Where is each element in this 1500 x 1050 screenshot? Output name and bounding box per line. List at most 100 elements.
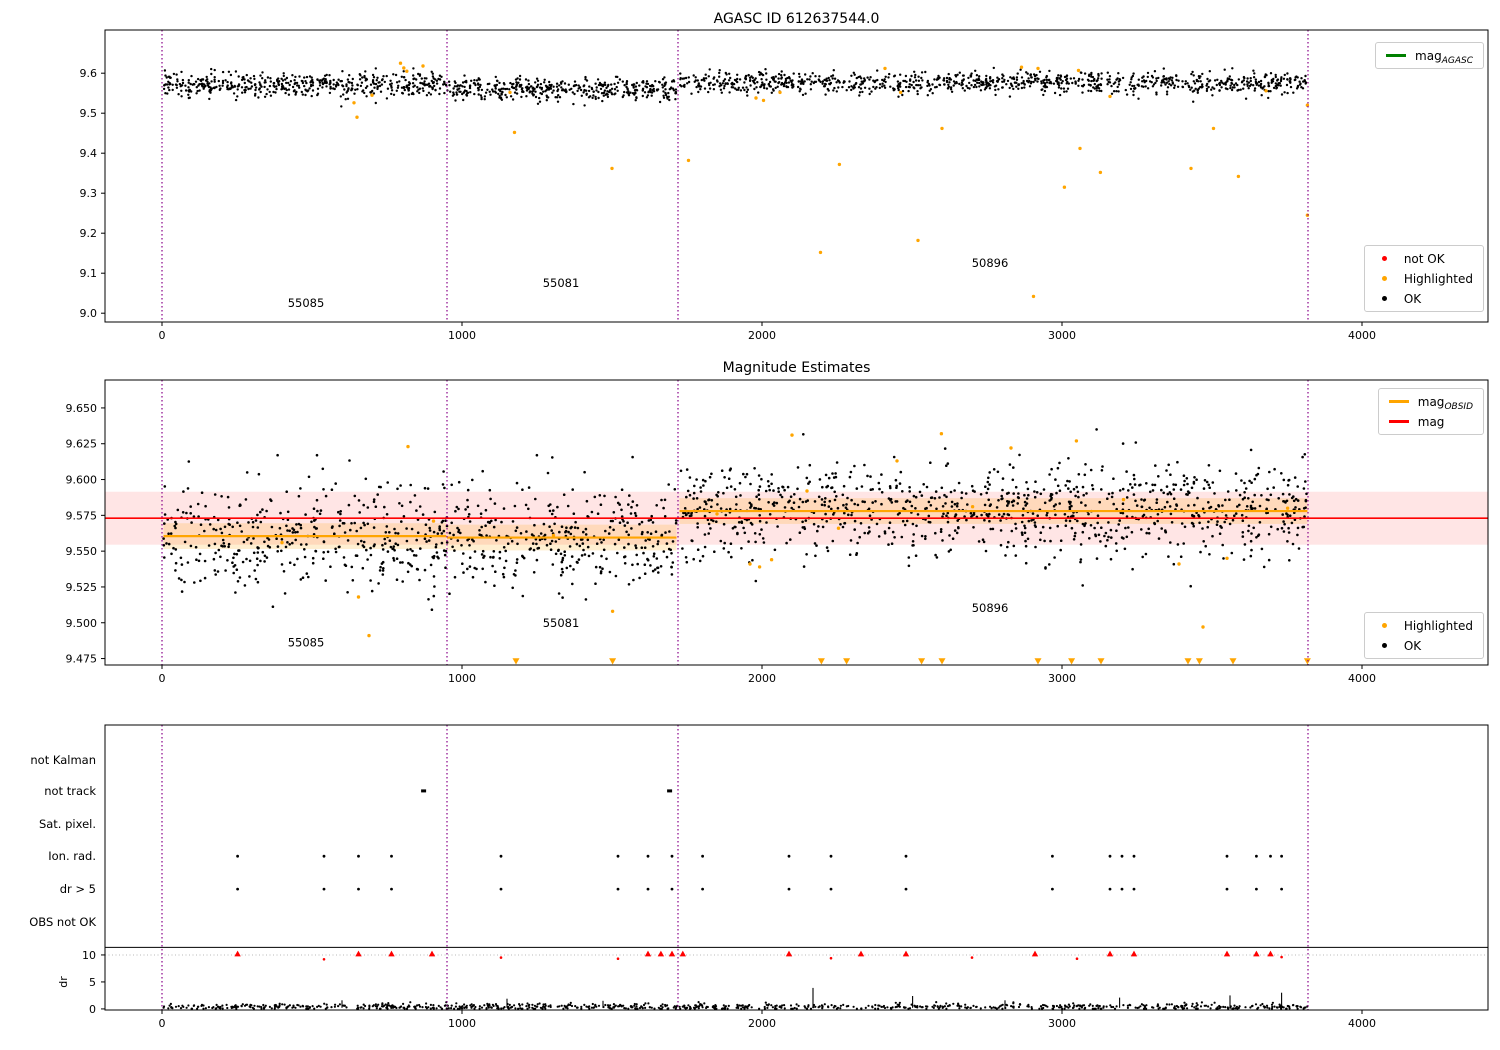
x-tick-label: 2000 <box>748 1017 776 1030</box>
obsid-label: 50896 <box>972 601 1009 615</box>
x-tick-label: 2000 <box>748 672 776 685</box>
legend-item-not-ok: not OK <box>1375 251 1473 266</box>
dr-tick-label: 5 <box>89 976 96 989</box>
red-dot-icon <box>1381 256 1387 261</box>
y-tick-label: 9.625 <box>66 438 98 451</box>
x-tick-label: 3000 <box>1048 329 1076 342</box>
y-tick-label: 9.525 <box>66 581 98 594</box>
highlighted-points <box>280 432 1290 638</box>
legend-label: Highlighted <box>1403 618 1473 633</box>
obsid-label: 55081 <box>543 276 580 290</box>
y-tick-label: 9.500 <box>66 617 98 630</box>
dr-spikes <box>341 987 1283 1008</box>
obsid-label: 55085 <box>288 296 325 310</box>
flag-row-label: dr > 5 <box>60 882 96 896</box>
legend-item-mag: mag <box>1388 414 1473 429</box>
legend-point-quality-2: Highlighted OK <box>1363 612 1484 659</box>
y-tick-label: 9.1 <box>80 267 98 280</box>
y-tick-label: 9.650 <box>66 402 98 415</box>
black-dot-icon <box>1381 643 1387 648</box>
ok-points-b <box>679 428 1308 588</box>
y-tick-label: 9.2 <box>80 227 98 240</box>
x-tick-label: 4000 <box>1348 329 1376 342</box>
axes-frame <box>104 29 1489 323</box>
legend-item-highlighted: Highlighted <box>1375 618 1473 633</box>
legend-label: Highlighted <box>1403 271 1473 286</box>
flag-row-label: Sat. pixel. <box>39 817 96 831</box>
legend-label: not OK <box>1403 251 1445 266</box>
legend-item-highlighted: Highlighted <box>1375 271 1473 286</box>
legend-label: OK <box>1403 638 1422 653</box>
x-tick-label: 3000 <box>1048 1017 1076 1030</box>
x-tick-label: 4000 <box>1348 1017 1376 1030</box>
orange-line-icon <box>1388 400 1409 403</box>
legend-item-ok: OK <box>1375 291 1473 306</box>
plot-area <box>105 428 1488 665</box>
plot-area <box>162 61 1310 299</box>
mag-obsid-lines <box>163 509 1308 539</box>
obsid-label: 55085 <box>288 635 325 649</box>
ok-points-55085 <box>162 67 448 108</box>
legend-point-quality: not OK Highlighted OK <box>1363 245 1484 312</box>
y-tick-label: 9.0 <box>80 307 98 320</box>
obsid-label: 55081 <box>543 616 580 630</box>
highlighted-points <box>352 61 1310 299</box>
x-tick-label: 3000 <box>1048 672 1076 685</box>
y-tick-label: 9.475 <box>66 653 98 666</box>
legend-label: magOBSID <box>1417 394 1473 412</box>
clipped-low-markers <box>512 658 1311 665</box>
x-tick-label: 2000 <box>748 329 776 342</box>
panel-magnitude-estimates: 55085 55081 50896 0 1000 2000 3000 4000 9.475 9.5… <box>66 379 1489 685</box>
dr-tick-label: 0 <box>89 1003 96 1016</box>
orange-dot-icon <box>1381 276 1387 281</box>
x-tick-label: 4000 <box>1348 672 1376 685</box>
green-line-icon <box>1386 54 1407 57</box>
axes-frame <box>104 724 1489 1011</box>
legend-item-mag-agasc: magAGASC <box>1386 48 1473 66</box>
flag-row-label: OBS not OK <box>29 915 96 929</box>
legend-label: magAGASC <box>1415 48 1473 66</box>
flag-row-label: not track <box>44 784 96 798</box>
legend-label: mag <box>1417 414 1445 429</box>
x-tick-label: 1000 <box>448 672 476 685</box>
y-tick-label: 9.6 <box>80 67 98 80</box>
legend-mag-lines: magOBSID mag <box>1377 388 1484 435</box>
y-tick-label: 9.5 <box>80 107 98 120</box>
y-tick-label: 9.600 <box>66 474 98 487</box>
dr-axis-label: dr <box>57 976 70 988</box>
flag-row-label: not Kalman <box>30 753 96 767</box>
black-dot-icon <box>1381 296 1387 301</box>
y-tick-label: 9.575 <box>66 509 98 522</box>
y-tick-label: 9.550 <box>66 545 98 558</box>
panel-agasc-mag: 55085 55081 50896 0 1000 2000 3000 4000 9.0 9.1 9.… <box>80 29 1489 342</box>
obsid-label: 50896 <box>972 256 1009 270</box>
dr-not-ok-points <box>234 950 1283 961</box>
ok-points-a <box>162 453 678 611</box>
y-tick-label: 9.4 <box>80 147 98 160</box>
y-tick-label: 9.3 <box>80 187 98 200</box>
x-tick-label: 1000 <box>448 1017 476 1030</box>
x-tick-label: 0 <box>159 329 166 342</box>
axes-frame <box>104 379 1489 666</box>
x-tick-label: 0 <box>159 672 166 685</box>
orange-dot-icon <box>1381 623 1387 628</box>
dr-tick-label: 10 <box>82 949 96 962</box>
legend-label: OK <box>1403 291 1422 306</box>
x-tick-label: 1000 <box>448 329 476 342</box>
panel1-title: AGASC ID 612637544.0 <box>713 11 880 27</box>
legend-mag-agasc: magAGASC <box>1375 42 1484 69</box>
legend-item-mag-obsid: magOBSID <box>1388 394 1473 412</box>
plot-area <box>105 789 1488 1010</box>
ok-points-55081 <box>446 74 678 107</box>
dr-baseline <box>162 1001 1309 1010</box>
panel-quality-flags: not Kalman not track Sat. pixel. Ion. rad. d… <box>29 724 1489 1030</box>
x-tick-label: 0 <box>159 1017 166 1030</box>
ok-points-50896 <box>679 66 1308 103</box>
flag-row-label: Ion. rad. <box>48 849 96 863</box>
flag-points <box>236 789 1283 891</box>
panel2-title: Magnitude Estimates <box>722 360 871 376</box>
legend-item-ok: OK <box>1375 638 1473 653</box>
red-line-icon <box>1388 420 1409 423</box>
